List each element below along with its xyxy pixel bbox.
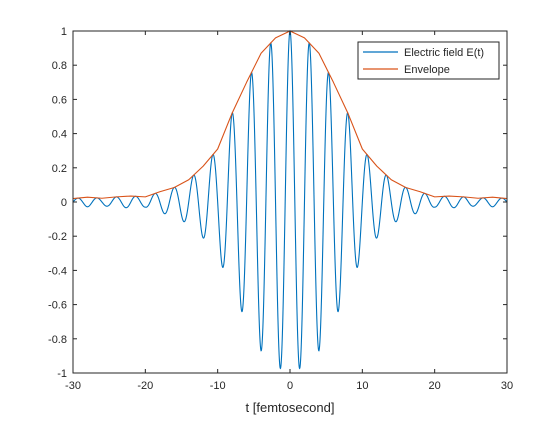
- y-tick-label: -0.4: [48, 265, 67, 277]
- x-tick-label: -10: [210, 380, 226, 392]
- legend-box: [357, 41, 500, 80]
- y-tick-label: -0.2: [48, 231, 67, 243]
- legend: Electric field E(t) Envelope: [357, 41, 500, 80]
- y-tick-label: 1: [61, 26, 67, 38]
- legend-label-envelope: Envelope: [404, 64, 450, 76]
- y-tick-label: 0.4: [52, 129, 67, 141]
- axes-box: [72, 30, 508, 374]
- y-tick-label: 0.8: [52, 60, 67, 72]
- x-tick-label: 0: [287, 380, 293, 392]
- x-tick-label: 30: [501, 380, 513, 392]
- x-tick-label: -20: [137, 380, 153, 392]
- y-tick-label: 0.6: [52, 94, 67, 106]
- tick-layer: -30 -20 -10 0 10 20 30 -1 -0.8 -0.6 -0.4 -0.2 0 0.2 0.…: [48, 26, 513, 392]
- y-tick-label: -0.8: [48, 334, 67, 346]
- y-tick-label: 0.2: [52, 163, 67, 175]
- x-axis-label: t [femtosecond]: [246, 400, 335, 415]
- axes-background: [73, 31, 507, 373]
- x-tick-label: -30: [65, 380, 81, 392]
- x-tick-label: 10: [356, 380, 368, 392]
- legend-label-electric-field: Electric field E(t): [404, 47, 484, 59]
- y-tick-label: 0: [61, 197, 67, 209]
- y-tick-label: -0.6: [48, 300, 67, 312]
- x-tick-label: 20: [429, 380, 441, 392]
- y-tick-label: -1: [57, 368, 67, 380]
